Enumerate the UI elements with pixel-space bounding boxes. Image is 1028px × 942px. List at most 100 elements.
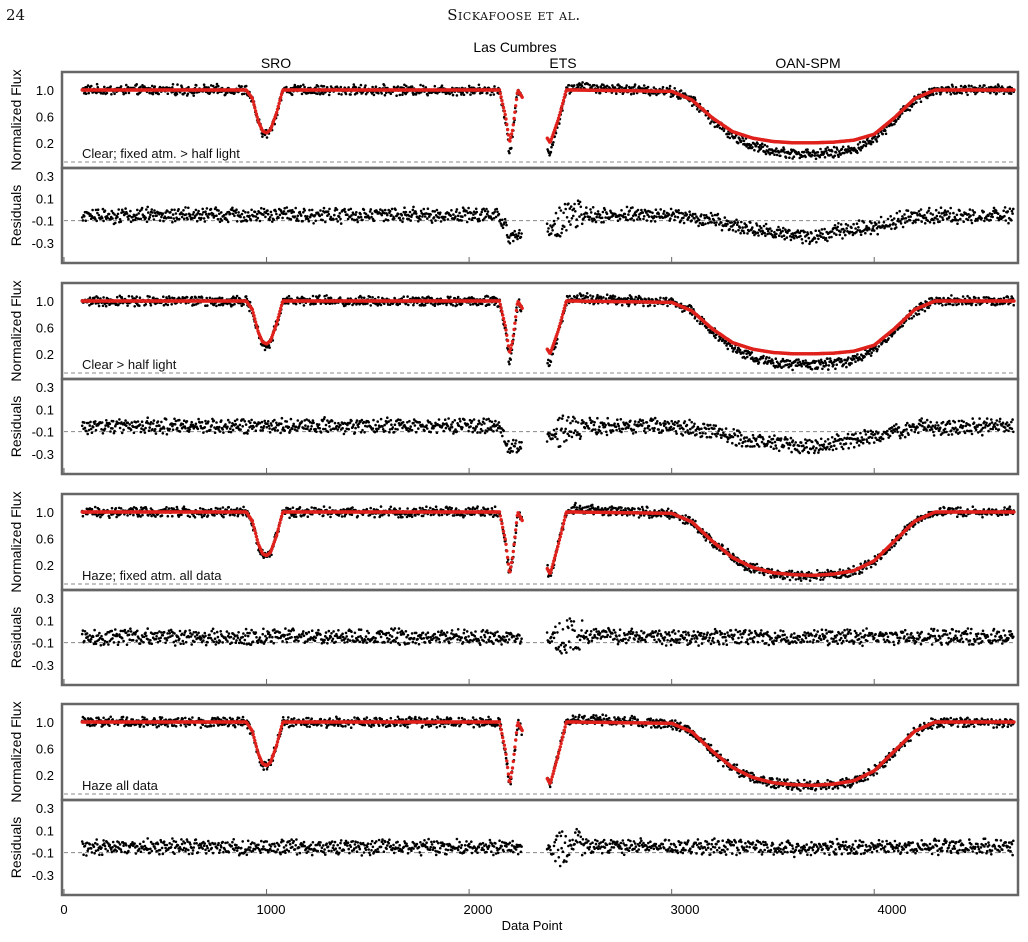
running-head: Sickafoose et al. [447,6,581,24]
residual-point [708,217,711,221]
flux-data-point [338,296,342,299]
residual-point [482,207,486,211]
residual-point [935,214,939,218]
flux-data-point [727,132,731,136]
flux-data-point [186,92,190,96]
residual-point [673,215,677,218]
residual-point [301,219,304,223]
residual-point [681,212,685,215]
flux-data-point [240,85,243,88]
residual-point [948,212,952,215]
flux-data-point [648,93,652,97]
residual-point [182,209,185,212]
model-point [504,117,508,121]
residual-point [321,218,324,222]
residual-point [793,236,796,240]
residual-point [859,233,863,236]
residual-point [246,211,250,214]
residual-point [655,215,658,219]
residual-point [486,210,490,213]
residual-point [177,208,180,211]
residual-point [756,231,760,234]
residual-point [235,208,238,211]
flux-data-point [664,296,668,300]
residual-point [1003,214,1006,218]
residual-point [770,229,773,233]
residual-point [569,205,573,208]
residual-point [432,216,436,219]
residual-point [180,215,184,219]
residual-point [676,215,680,219]
flux-data-point [455,303,459,307]
flux-data-point [157,92,160,96]
residual-point [119,220,123,223]
model-point [514,97,519,102]
residual-point [862,221,866,224]
model-point [559,107,563,112]
residual-point [733,221,737,224]
residual-point [563,225,566,228]
flux-data-point [217,84,220,88]
flux-data-point [605,293,609,297]
residual-point [355,218,359,221]
flux-data-point [759,147,763,150]
residual-point [563,202,567,206]
residual-point [434,219,437,222]
flux-data-point [424,86,428,89]
residual-point [145,220,149,223]
model-point [501,102,505,106]
residual-point [306,215,309,218]
residual-point [400,213,404,217]
residual-point [934,208,938,212]
residual-point [718,218,722,221]
flux-data-point [486,295,490,298]
residual-point [328,207,331,211]
flux-data-point [507,360,511,364]
flux-data-point [459,91,463,94]
residual-point [868,227,871,231]
flux-data-point [749,143,753,147]
flux-data-point [244,295,248,298]
residual-point [478,219,481,223]
flux-data-point [722,129,726,133]
model-point [503,112,507,117]
residual-point [774,235,777,239]
flux-data-point [135,295,138,299]
residual-point [443,215,447,219]
model-point [500,98,504,103]
residual-point [591,206,595,209]
flux-data-point [436,92,439,95]
flux-data-point [810,153,814,157]
residual-point [739,231,742,235]
residual-point [234,211,238,214]
flux-data-point [302,83,305,87]
flux-data-point [109,85,112,88]
residual-point [505,223,508,227]
flux-data-point [588,83,591,87]
model-point [499,95,503,99]
flux-data-point [755,144,758,148]
residual-point [264,215,267,219]
residual-point [690,219,693,222]
residual-point [626,218,629,222]
residual-point [171,220,174,224]
residual-point [421,215,424,218]
residual-point [890,218,894,222]
residual-point [892,217,896,220]
residual-point [1011,212,1014,215]
flux-data-point [473,91,476,95]
flux-data-point [978,84,982,88]
residual-point [836,225,839,229]
residual-point [346,213,349,217]
flux-data-point [451,93,455,97]
residual-point [256,216,260,220]
residual-point [327,212,331,216]
residual-point [616,219,620,222]
residual-point [687,215,691,219]
flux-data-point [804,155,807,159]
residual-point [830,230,834,233]
residual-point [738,226,742,229]
residual-point [820,228,824,231]
residual-point [419,209,423,213]
residual-point [600,216,604,220]
